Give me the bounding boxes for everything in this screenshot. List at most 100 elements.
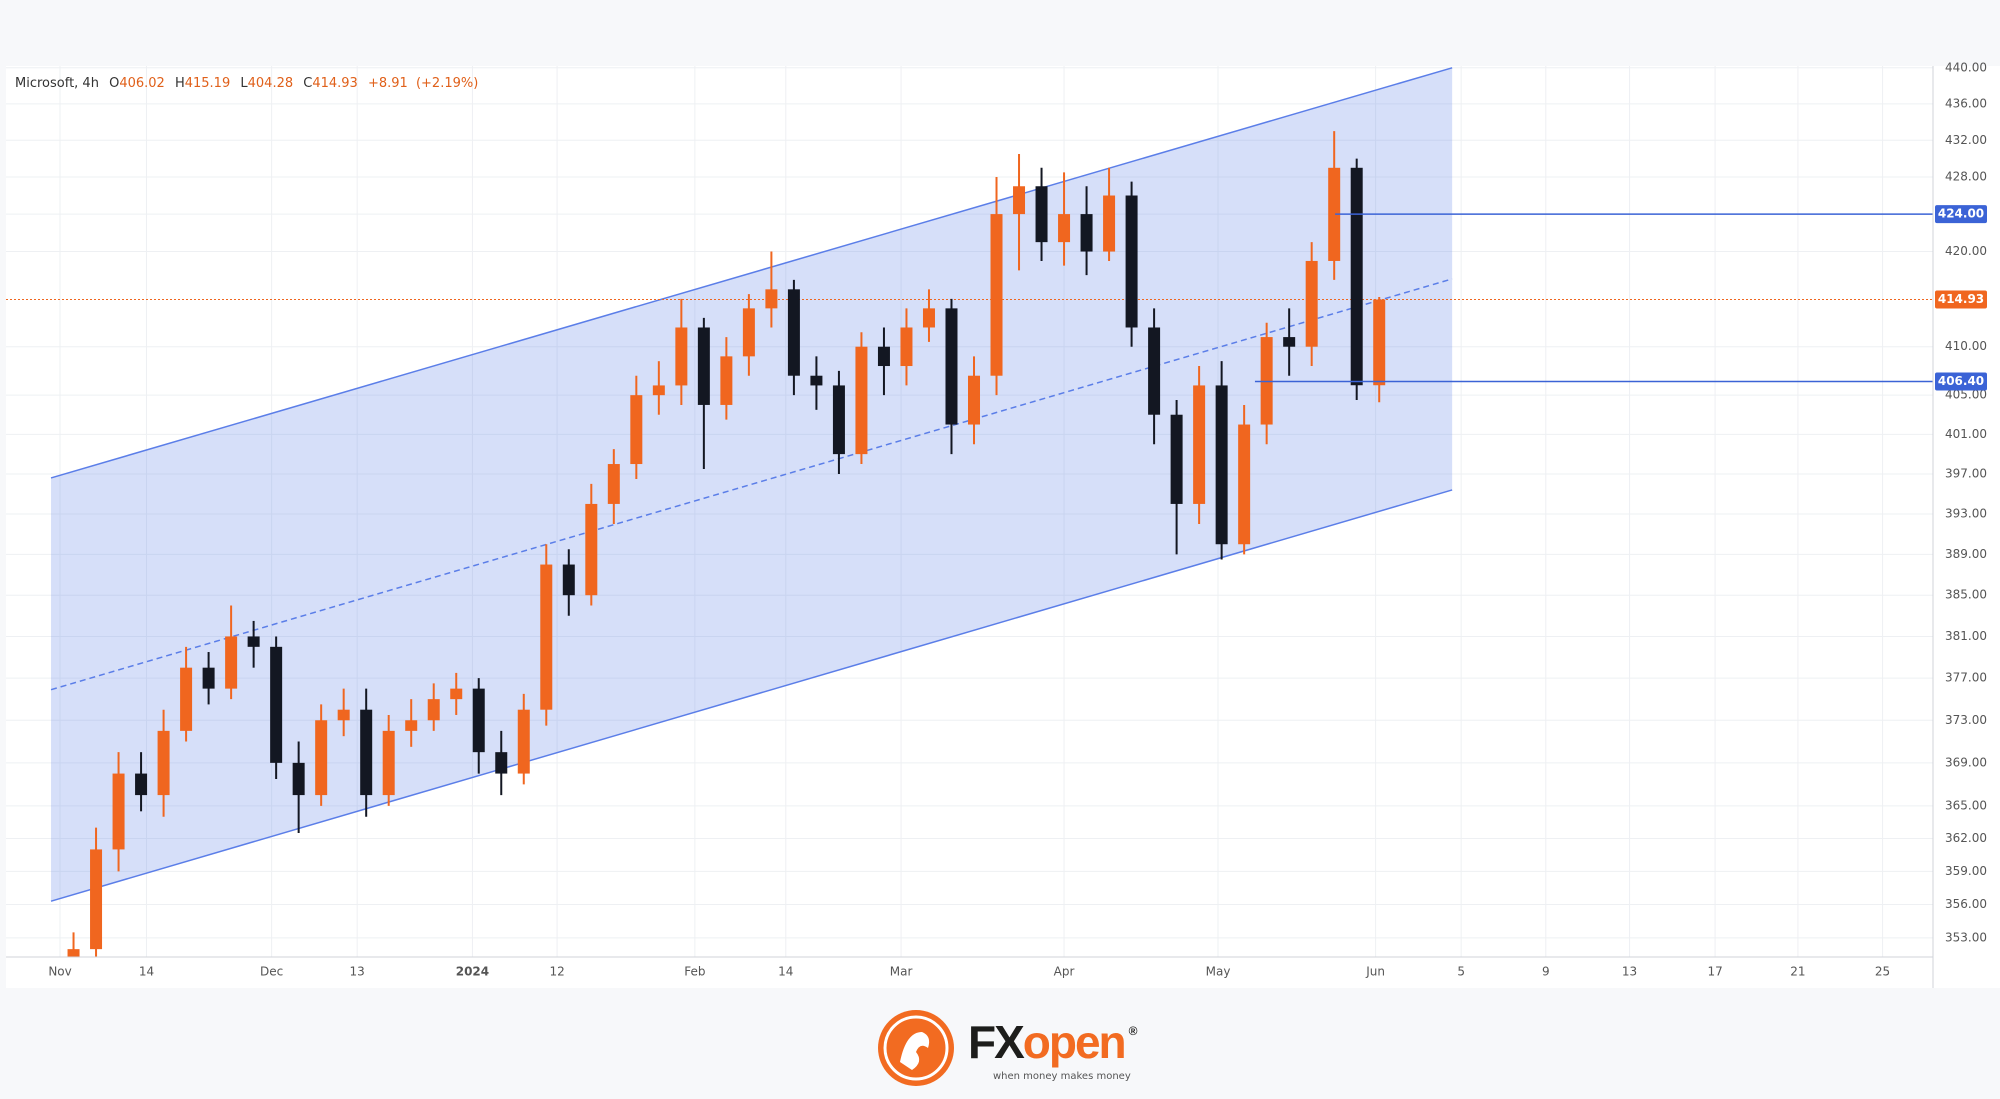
candle-body	[202, 667, 215, 689]
channel-upper	[50, 67, 1453, 479]
candle-body	[877, 346, 890, 367]
tagline: when money makes money	[993, 1071, 1131, 1082]
y-tick-label: 440.00	[1945, 60, 1987, 74]
candle-body	[540, 564, 553, 710]
logo-emblem-ring	[883, 1015, 949, 1081]
candle-body	[652, 385, 665, 396]
channel-fill	[51, 67, 1453, 902]
candle-body	[1170, 414, 1183, 504]
candle-body	[697, 327, 710, 405]
chart-header: Microsoft, 4h O406.02 H415.19 L404.28 C4…	[15, 76, 478, 91]
x-tick-label: 21	[1790, 965, 1805, 979]
plot-area	[6, 67, 1933, 957]
candle-body	[112, 773, 125, 850]
y-tick-label: 359.00	[1945, 864, 1987, 878]
change: +8.91	[368, 76, 408, 91]
candle-body	[405, 720, 418, 731]
y-tick-label: 369.00	[1945, 755, 1987, 769]
x-tick-label: Nov	[48, 965, 71, 979]
candle-body	[832, 385, 845, 455]
candle-body	[922, 308, 935, 328]
x-tick-label: 14	[139, 965, 154, 979]
level-label-box	[1935, 205, 1987, 224]
x-tick-label: Feb	[684, 965, 705, 979]
symbol: Microsoft, 4h	[15, 76, 99, 91]
x-tick-label: 14	[778, 965, 793, 979]
candle-body	[90, 849, 103, 950]
candle-body	[1328, 167, 1341, 261]
candle-body	[900, 327, 913, 367]
candle-body	[1193, 385, 1206, 504]
y-tick-label: 405.00	[1945, 388, 1987, 402]
y-tick-label: 410.00	[1945, 339, 1987, 353]
y-tick-label: 401.00	[1945, 427, 1987, 441]
candle-body	[787, 289, 800, 376]
candle-body	[855, 346, 868, 455]
x-tick-label: Apr	[1054, 965, 1075, 979]
candle-body	[315, 720, 328, 796]
candle-body	[945, 308, 958, 425]
y-tick-label: 393.00	[1945, 506, 1987, 520]
candle-body	[247, 636, 260, 647]
y-tick-label: 362.00	[1945, 831, 1987, 845]
x-tick-label: 17	[1707, 965, 1722, 979]
candle-body	[1350, 167, 1363, 386]
candle-body	[360, 709, 373, 796]
x-tick-label: 13	[1622, 965, 1637, 979]
candle-body	[990, 214, 1003, 376]
candle-body	[968, 375, 981, 425]
candle-body	[810, 375, 823, 386]
x-tick-label: Mar	[890, 965, 913, 979]
price-label: 414.93	[1938, 292, 1984, 306]
x-tick-label: 12	[549, 965, 564, 979]
x-tick-label: 25	[1875, 965, 1890, 979]
x-tick-label: 9	[1542, 965, 1550, 979]
y-tick-label: 377.00	[1945, 671, 1987, 685]
candle-body	[1283, 337, 1296, 347]
candle-body	[675, 327, 688, 386]
candle-body	[472, 688, 485, 753]
candle-body	[292, 762, 305, 796]
candle-body	[1013, 186, 1026, 215]
ohlc-label: O	[109, 76, 119, 91]
ohlc-label: L	[240, 76, 248, 91]
open-value: 406.02	[119, 76, 165, 91]
ohlc-label: H	[175, 76, 185, 91]
x-tick-label: Jun	[1365, 965, 1385, 979]
candle-body	[135, 773, 148, 796]
candle-body	[765, 289, 778, 309]
candle-body	[562, 564, 575, 596]
channel-middle	[50, 278, 1453, 691]
x-tick-label: 2024	[456, 965, 489, 979]
level-label: 406.40	[1938, 374, 1984, 388]
candle-body	[1238, 424, 1251, 545]
candle-body	[337, 709, 350, 721]
candle-body	[742, 308, 755, 357]
candle-body	[1035, 186, 1048, 243]
change-percent: (+2.19%)	[416, 76, 478, 91]
candle-body	[1080, 214, 1093, 252]
y-tick-label: 381.00	[1945, 629, 1987, 643]
y-tick-label: 420.00	[1945, 244, 1987, 258]
candle-body	[1148, 327, 1161, 415]
level-label: 424.00	[1938, 207, 1984, 221]
level-label-box	[1935, 372, 1987, 391]
x-tick-label: 13	[350, 965, 365, 979]
brand: FXopen ®	[968, 1016, 1138, 1068]
candle-body	[1215, 385, 1228, 545]
y-tick-label: 389.00	[1945, 547, 1987, 561]
y-tick-label: 356.00	[1945, 897, 1987, 911]
chart-background	[6, 66, 2000, 988]
candle-body	[1373, 299, 1386, 386]
candle-body	[67, 949, 80, 957]
candle-body	[607, 464, 620, 504]
candle-body	[270, 646, 283, 763]
ohlc-label: C	[303, 76, 312, 91]
low-value: 404.28	[248, 76, 294, 91]
y-tick-label: 397.00	[1945, 466, 1987, 480]
registered: ®	[1129, 1024, 1138, 1038]
candle-body	[225, 636, 238, 689]
y-tick-label: 432.00	[1945, 133, 1987, 147]
